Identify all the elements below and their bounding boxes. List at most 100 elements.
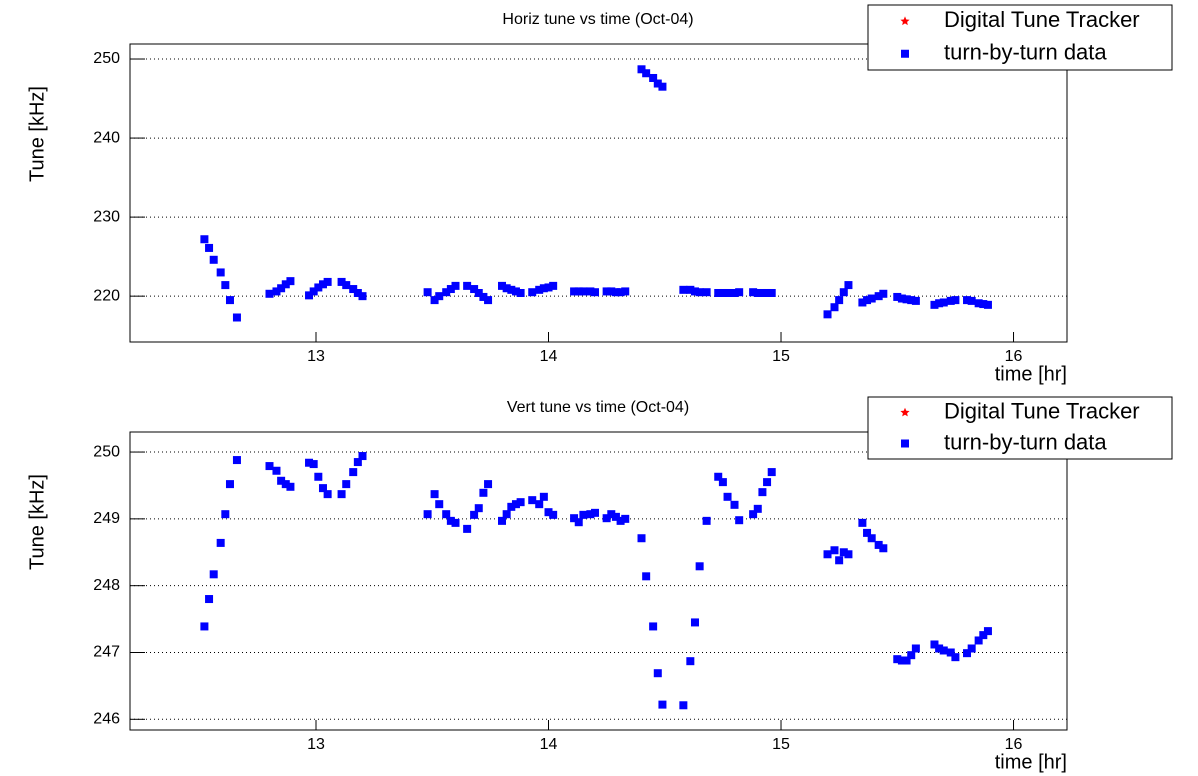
marker-square	[309, 287, 318, 296]
marker-square	[225, 296, 234, 305]
marker-square	[479, 292, 488, 301]
marker-square	[511, 287, 520, 296]
marker-square	[897, 294, 906, 303]
marker-square	[232, 313, 241, 322]
marker-square	[686, 657, 695, 666]
chart-title: Horiz tune vs time (Oct-04)	[502, 11, 693, 28]
marker-square	[939, 298, 948, 307]
legend: Digital Tune Tracker turn-by-turn data	[867, 4, 1173, 71]
marker-square	[507, 285, 516, 294]
marker-square	[430, 296, 439, 305]
marker-square	[353, 288, 362, 297]
marker-square	[963, 649, 972, 658]
marker-square	[874, 540, 883, 549]
plot-frame	[129, 43, 1068, 343]
marker-square	[232, 456, 241, 465]
marker-square	[281, 280, 290, 289]
marker-square	[911, 296, 920, 305]
marker-square	[723, 492, 732, 501]
marker-square	[286, 277, 295, 286]
marker-square	[281, 480, 290, 489]
marker-square	[823, 310, 832, 319]
marker-square	[309, 460, 318, 469]
marker-square	[358, 292, 367, 301]
marker-square	[353, 458, 362, 467]
marker-square	[516, 498, 525, 507]
marker-square	[484, 296, 493, 305]
y-tick-label: 250	[93, 50, 120, 67]
legend-box	[867, 396, 1173, 460]
marker-square	[897, 656, 906, 665]
marker-square	[867, 534, 876, 543]
x-tick-label: 14	[540, 736, 558, 753]
marker-square	[749, 510, 758, 519]
marker-square	[730, 500, 739, 509]
marker-square	[451, 281, 460, 290]
marker-square	[539, 492, 548, 501]
marker-square	[714, 288, 723, 297]
marker-square	[642, 572, 651, 581]
marker-square	[221, 510, 230, 519]
marker-square	[272, 466, 281, 475]
marker-square	[507, 502, 516, 511]
marker-square	[983, 300, 992, 309]
marker-square	[946, 648, 955, 657]
marker-square	[430, 490, 439, 499]
marker-square	[423, 510, 432, 519]
y-tick-label: 248	[93, 577, 120, 594]
marker-square	[484, 480, 493, 489]
marker-square	[839, 548, 848, 557]
marker-square	[730, 288, 739, 297]
y-tick-label: 220	[93, 287, 120, 304]
marker-square	[574, 518, 583, 527]
marker-square	[690, 287, 699, 296]
marker-square	[265, 289, 274, 298]
marker-square	[653, 669, 662, 678]
y-tick-label: 230	[93, 208, 120, 225]
marker-square	[621, 287, 630, 296]
marker-square	[498, 516, 507, 525]
marker-square	[702, 288, 711, 297]
legend-label: turn-by-turn data	[944, 429, 1107, 454]
marker-square	[874, 292, 883, 301]
marker-square	[216, 538, 225, 547]
x-tick-label: 15	[772, 348, 790, 365]
marker-square	[649, 622, 658, 631]
marker-square	[337, 490, 346, 499]
marker-square	[305, 291, 314, 300]
marker-square	[844, 550, 853, 559]
marker-square	[286, 482, 295, 491]
marker-square	[902, 295, 911, 304]
marker-square	[642, 69, 651, 78]
x-tick-label: 13	[307, 348, 325, 365]
marker-square	[607, 510, 616, 519]
marker-square	[349, 468, 358, 477]
marker-square	[570, 514, 579, 523]
marker-square	[658, 700, 667, 709]
marker-square	[893, 655, 902, 664]
marker-square	[867, 294, 876, 303]
marker-square	[637, 534, 646, 543]
marker-square	[579, 510, 588, 519]
marker-square	[442, 510, 451, 519]
marker-square	[474, 504, 483, 513]
y-tick-label: 240	[93, 129, 120, 146]
x-tick-label: 15	[772, 736, 790, 753]
marker-square	[516, 288, 525, 297]
marker-square	[528, 288, 537, 297]
marker-square	[549, 510, 558, 519]
marker-square	[314, 283, 323, 292]
marker-square	[323, 490, 332, 499]
marker-square	[758, 488, 767, 497]
marker-square	[528, 496, 537, 505]
marker-square	[611, 512, 620, 521]
marker-square	[586, 287, 595, 296]
marker-square	[535, 500, 544, 509]
marker-square	[544, 508, 553, 517]
y-tick-label: 250	[93, 443, 120, 460]
x-tick-label: 14	[540, 348, 558, 365]
marker-square	[342, 480, 351, 489]
marker-square	[446, 516, 455, 525]
marker-square	[498, 281, 507, 290]
marker-square	[479, 488, 488, 497]
